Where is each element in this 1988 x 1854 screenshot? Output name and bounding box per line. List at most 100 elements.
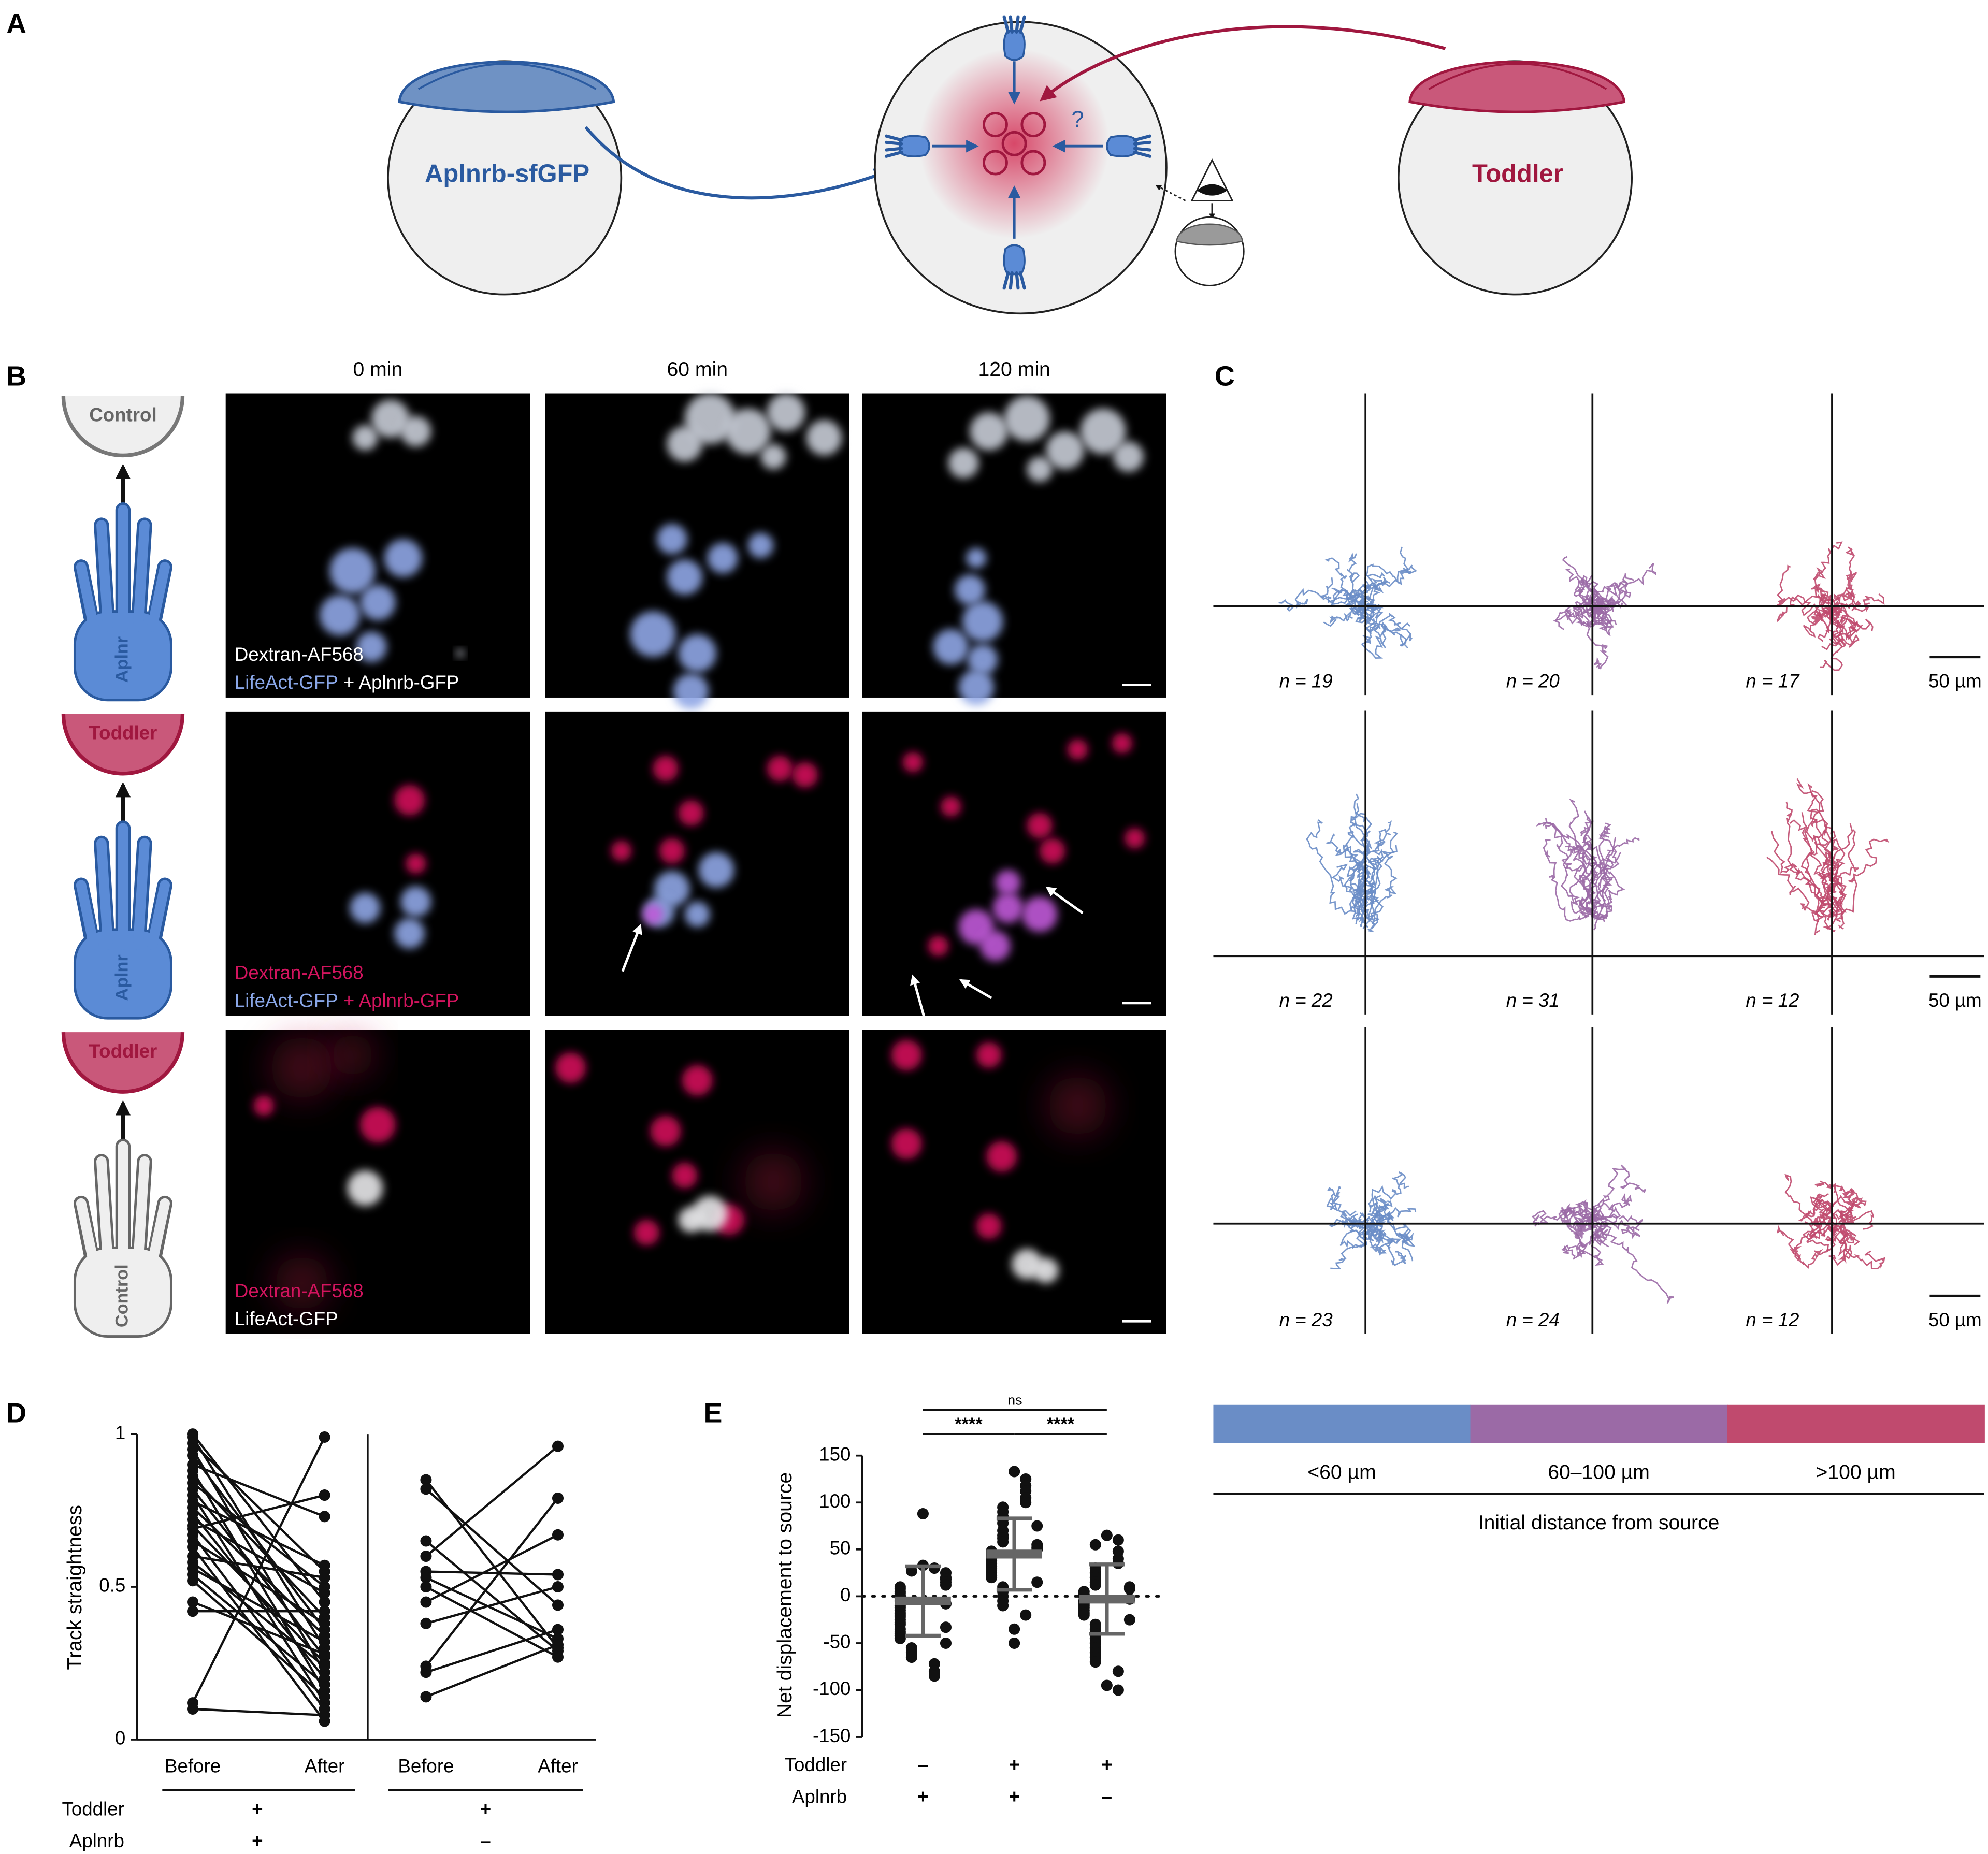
cell-signal — [1027, 813, 1053, 838]
track — [1278, 588, 1362, 612]
track — [1605, 1215, 1644, 1239]
track — [1575, 601, 1609, 670]
n-label: n = 17 — [1746, 670, 1800, 691]
dot — [1123, 1614, 1135, 1626]
pair-line — [425, 1576, 558, 1640]
cell-signal — [1040, 838, 1065, 864]
scale-label: 50 µm — [1928, 670, 1982, 691]
cell-signal — [270, 1036, 334, 1099]
track — [1561, 1222, 1609, 1254]
y-tick-label: 1 — [115, 1422, 125, 1443]
track — [1372, 831, 1399, 920]
track — [1813, 541, 1843, 600]
cell-signal — [672, 1163, 698, 1189]
micrograph — [545, 711, 849, 1016]
track — [1326, 833, 1375, 930]
track — [1568, 798, 1595, 916]
transplant-arrow — [1040, 25, 1446, 102]
pair-line — [192, 1567, 325, 1643]
gradient — [919, 48, 1110, 239]
cell-signal — [371, 399, 410, 438]
finger — [76, 1198, 99, 1268]
cell-signal — [986, 1141, 1017, 1172]
dot — [1078, 1609, 1090, 1621]
n-label: n = 19 — [1279, 670, 1333, 691]
cell-signal — [678, 800, 704, 826]
cell-signal — [1046, 431, 1084, 470]
n-label: n = 24 — [1506, 1309, 1560, 1330]
track — [1349, 830, 1373, 911]
track — [1332, 863, 1375, 928]
dot — [319, 1431, 330, 1443]
y-axis-label: Track straightness — [64, 1505, 86, 1670]
channel-legend: Dextran-AF568 — [235, 1280, 364, 1301]
finger — [133, 520, 150, 632]
cell-signal — [642, 904, 664, 925]
pair-line — [192, 1573, 326, 1686]
pointer-arrow — [621, 923, 642, 972]
y-tick-label: -150 — [813, 1725, 851, 1746]
cell-signal — [667, 559, 703, 595]
cell-signal — [966, 548, 987, 569]
cell-signal — [992, 892, 1024, 923]
pair-line — [192, 1494, 325, 1530]
cell-signal — [329, 548, 376, 594]
dot — [997, 1536, 1009, 1548]
dot — [420, 1596, 432, 1608]
track — [1545, 823, 1590, 911]
dot — [420, 1572, 432, 1584]
cell-signal — [748, 532, 774, 558]
filopodium — [1015, 271, 1020, 290]
dot — [420, 1535, 432, 1547]
charts: D 0 0.5 1 Track straightness Before After Befor… — [6, 1393, 1165, 1851]
y-tick-label: 0 — [115, 1728, 125, 1749]
dot — [319, 1617, 330, 1629]
cell-signal — [673, 673, 709, 709]
cell-signal — [650, 1116, 681, 1147]
cell-signal — [273, 1255, 330, 1311]
channel-name: Dextran-AF568 — [235, 962, 364, 983]
dot — [1009, 1466, 1020, 1478]
dot — [420, 1551, 432, 1562]
channel-legend: LifeAct-GFP + Aplnrb-GFP — [235, 990, 459, 1011]
dot — [552, 1599, 564, 1611]
finger — [133, 1156, 150, 1268]
track — [1810, 1193, 1836, 1217]
track — [1580, 816, 1603, 909]
condition-name: Toddler — [785, 1754, 847, 1775]
channel-legend: Dextran-AF568 — [235, 644, 364, 665]
track — [1368, 1171, 1409, 1212]
track — [1353, 832, 1391, 917]
dot — [319, 1660, 330, 1672]
dot — [187, 1575, 199, 1587]
pair-line — [192, 1449, 326, 1673]
viewer — [1155, 158, 1245, 286]
cell-signal — [659, 838, 685, 864]
cell-signal — [707, 543, 738, 574]
dot — [420, 1581, 432, 1593]
finger — [76, 880, 99, 950]
pair-line — [425, 1533, 558, 1603]
track — [1306, 819, 1358, 924]
embryo-cap — [1408, 61, 1626, 113]
sig-label: ns — [1007, 1393, 1022, 1408]
pair-line — [425, 1628, 558, 1674]
track — [1542, 818, 1602, 917]
cell-signal — [678, 1207, 704, 1233]
cell-signal — [760, 444, 786, 470]
finger — [147, 1198, 170, 1268]
dot — [319, 1596, 330, 1608]
track — [1339, 1203, 1389, 1249]
cell-signal — [684, 902, 710, 927]
pair-line — [192, 1470, 326, 1691]
dot — [319, 1559, 330, 1571]
track — [1831, 616, 1874, 640]
panel-a: A Aplnrb-sfGFP ? Toddler — [6, 8, 1633, 315]
pointer-arrow — [910, 974, 927, 1023]
dot — [1112, 1684, 1124, 1696]
sig-label: **** — [955, 1414, 983, 1434]
track — [1560, 845, 1600, 920]
cell-signal — [891, 1128, 922, 1159]
cell-signal — [698, 852, 734, 888]
